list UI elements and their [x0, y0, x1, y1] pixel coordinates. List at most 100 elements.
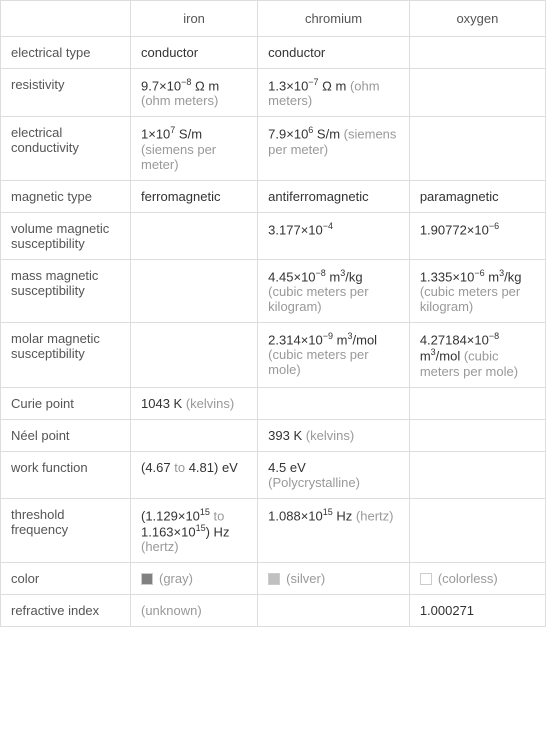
cell-value: 4.5 eV (Polycrystalline)	[258, 451, 410, 498]
text: /mol	[353, 332, 378, 347]
text: /mol	[436, 349, 464, 364]
unit: (siemens per meter)	[141, 142, 216, 172]
unit: (hertz)	[356, 508, 394, 523]
cell-value: ferromagnetic	[131, 180, 258, 212]
unit: (kelvins)	[186, 396, 234, 411]
cell-value	[409, 117, 545, 180]
cell-value	[131, 259, 258, 322]
text: 1.3×10	[268, 78, 308, 93]
cell-value: 1.90772×10−6	[409, 212, 545, 259]
row-label: electrical conductivity	[1, 117, 131, 180]
header-row: iron chromium oxygen	[1, 1, 546, 37]
exponent: 15	[196, 523, 206, 533]
text: 1.335×10	[420, 269, 475, 284]
text: /kg	[504, 269, 521, 284]
text: (colorless)	[438, 571, 498, 586]
cell-value	[258, 595, 410, 627]
header-chromium: chromium	[258, 1, 410, 37]
cell-value: paramagnetic	[409, 180, 545, 212]
header-empty	[1, 1, 131, 37]
text: Ω m	[191, 78, 219, 93]
table-row: mass magnetic susceptibility 4.45×10−8 m…	[1, 259, 546, 322]
row-label: work function	[1, 451, 131, 498]
properties-table: iron chromium oxygen electrical type con…	[0, 0, 546, 627]
text: /kg	[345, 269, 362, 284]
color-swatch-gray	[141, 573, 153, 585]
text: m	[333, 332, 347, 347]
exponent: 15	[200, 507, 210, 517]
table-row: refractive index (unknown) 1.000271	[1, 595, 546, 627]
text: ) Hz	[206, 524, 230, 539]
exponent: −8	[316, 268, 326, 278]
unit: (ohm meters)	[141, 93, 218, 108]
text: to	[174, 460, 185, 475]
cell-value: conductor	[258, 37, 410, 69]
row-label: color	[1, 563, 131, 595]
text: (unknown)	[141, 603, 202, 618]
cell-value	[409, 387, 545, 419]
text: 7.9×10	[268, 127, 308, 142]
text: 393 K	[268, 428, 306, 443]
unit: (cubic meters per kilogram)	[268, 284, 368, 314]
cell-value	[409, 451, 545, 498]
color-cell: (colorless)	[420, 571, 535, 586]
cell-value: (colorless)	[409, 563, 545, 595]
exponent: −8	[489, 331, 499, 341]
row-label: mass magnetic susceptibility	[1, 259, 131, 322]
color-swatch-colorless	[420, 573, 432, 585]
cell-value: 1.335×10−6 m3/kg (cubic meters per kilog…	[409, 259, 545, 322]
table-row: electrical conductivity 1×107 S/m (sieme…	[1, 117, 546, 180]
table-row: resistivity 9.7×10−8 Ω m (ohm meters) 1.…	[1, 69, 546, 117]
cell-value: 393 K (kelvins)	[258, 419, 410, 451]
cell-value	[409, 69, 545, 117]
table-row: volume magnetic susceptibility 3.177×10−…	[1, 212, 546, 259]
text: m	[485, 269, 499, 284]
table-row: molar magnetic susceptibility 2.314×10−9…	[1, 322, 546, 387]
table-row: work function (4.67 to 4.81) eV 4.5 eV (…	[1, 451, 546, 498]
cell-value	[131, 419, 258, 451]
cell-value	[409, 37, 545, 69]
row-label: electrical type	[1, 37, 131, 69]
cell-value: (unknown)	[131, 595, 258, 627]
text: to	[210, 508, 224, 523]
cell-value: conductor	[131, 37, 258, 69]
cell-value	[409, 419, 545, 451]
text: (gray)	[159, 571, 193, 586]
text: 1.163×10	[141, 524, 196, 539]
text: 9.7×10	[141, 78, 181, 93]
text: Hz	[333, 508, 356, 523]
text: S/m	[175, 127, 202, 142]
exponent: −9	[323, 331, 333, 341]
text: S/m	[313, 127, 340, 142]
table-row: Néel point 393 K (kelvins)	[1, 419, 546, 451]
exponent: −8	[181, 77, 191, 87]
table-row: magnetic type ferromagnetic antiferromag…	[1, 180, 546, 212]
cell-value: 4.45×10−8 m3/kg (cubic meters per kilogr…	[258, 259, 410, 322]
row-label: volume magnetic susceptibility	[1, 212, 131, 259]
cell-value	[131, 322, 258, 387]
text: (silver)	[286, 571, 325, 586]
text: (1.129×10	[141, 508, 200, 523]
row-label: Néel point	[1, 419, 131, 451]
text: 4.81) eV	[185, 460, 238, 475]
cell-value: 9.7×10−8 Ω m (ohm meters)	[131, 69, 258, 117]
row-label: Curie point	[1, 387, 131, 419]
text: 4.45×10	[268, 269, 315, 284]
cell-value: (silver)	[258, 563, 410, 595]
color-cell: (gray)	[141, 571, 247, 586]
unit: (hertz)	[141, 539, 179, 554]
cell-value: 1043 K (kelvins)	[131, 387, 258, 419]
cell-value: antiferromagnetic	[258, 180, 410, 212]
text: m	[420, 349, 431, 364]
text: m	[326, 269, 340, 284]
cell-value	[258, 387, 410, 419]
exponent: −7	[308, 77, 318, 87]
cell-value: 7.9×106 S/m (siemens per meter)	[258, 117, 410, 180]
cell-value: 1.000271	[409, 595, 545, 627]
table-row: electrical type conductor conductor	[1, 37, 546, 69]
text: Ω m	[319, 78, 347, 93]
text: 1×10	[141, 127, 170, 142]
row-label: refractive index	[1, 595, 131, 627]
cell-value: 3.177×10−4	[258, 212, 410, 259]
exponent: 15	[323, 507, 333, 517]
